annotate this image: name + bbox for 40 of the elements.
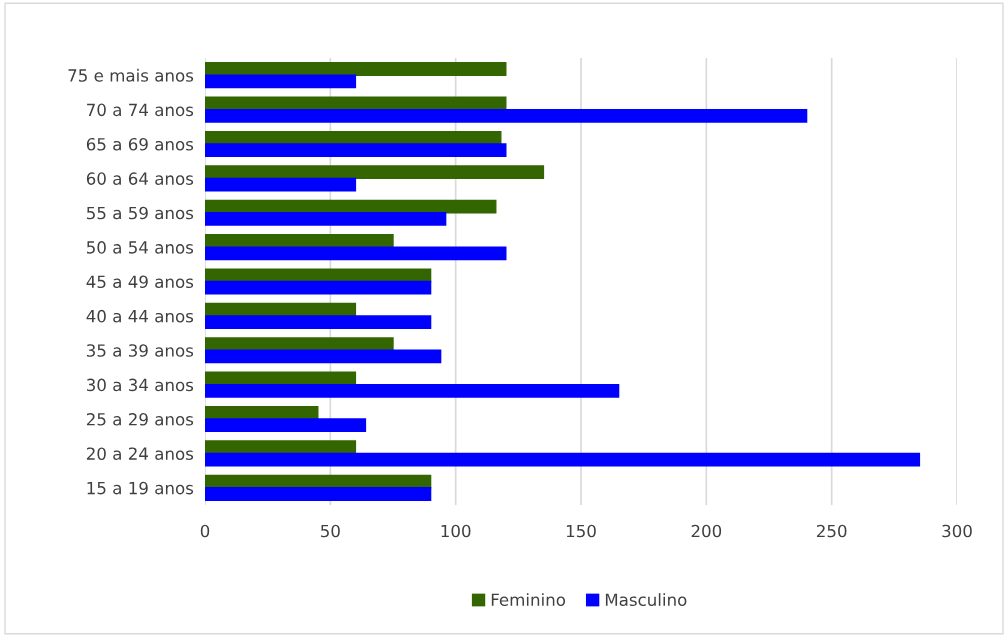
y-tick-label: 50 a 54 anos [87,241,194,254]
y-tick-label: 15 a 19 anos [87,481,194,495]
bar [205,108,808,123]
y-tick-label: 75 e mais anos [68,68,194,82]
x-tick-label: 0 [200,524,210,538]
bar [205,383,620,398]
y-tick-label: 65 a 69 anos [86,137,194,151]
bar [205,246,507,261]
bar [205,337,394,351]
x-tick-label: 100 [441,524,471,538]
x-tick-label: 150 [566,524,596,538]
y-tick-label: 40 a 44 anos [86,309,194,323]
x-tick-label: 50 [321,524,340,538]
y-tick-label: 60 a 64 anos [86,172,194,185]
y-tick-label: 35 a 39 anos [86,344,194,357]
bar [205,280,432,295]
x-tick-label: 200 [691,524,722,538]
bar [205,315,432,329]
bar [205,165,545,180]
legend-label: Feminino [491,593,566,607]
bar [205,143,507,158]
bar [205,74,357,89]
bar [205,177,357,192]
bar [205,349,442,364]
y-tick-label: 70 a 74 anos [87,103,194,117]
bar [205,452,921,467]
y-tick-label: 55 a 59 anos [87,206,194,220]
bar [205,418,367,433]
bar [205,212,447,226]
y-tick-label: 30 a 34 anos [86,378,194,392]
y-tick-label: 20 a 24 anos [86,447,194,460]
bar [205,440,357,455]
x-tick-label: 250 [816,524,847,538]
x-tick-label: 300 [942,524,972,538]
bar [205,62,507,76]
bar [205,487,432,501]
bar [205,268,432,283]
y-tick-label: 25 a 29 anos [86,413,194,426]
y-tick-label: 45 a 49 anos [86,275,194,289]
legend-label: Masculino [605,593,687,607]
